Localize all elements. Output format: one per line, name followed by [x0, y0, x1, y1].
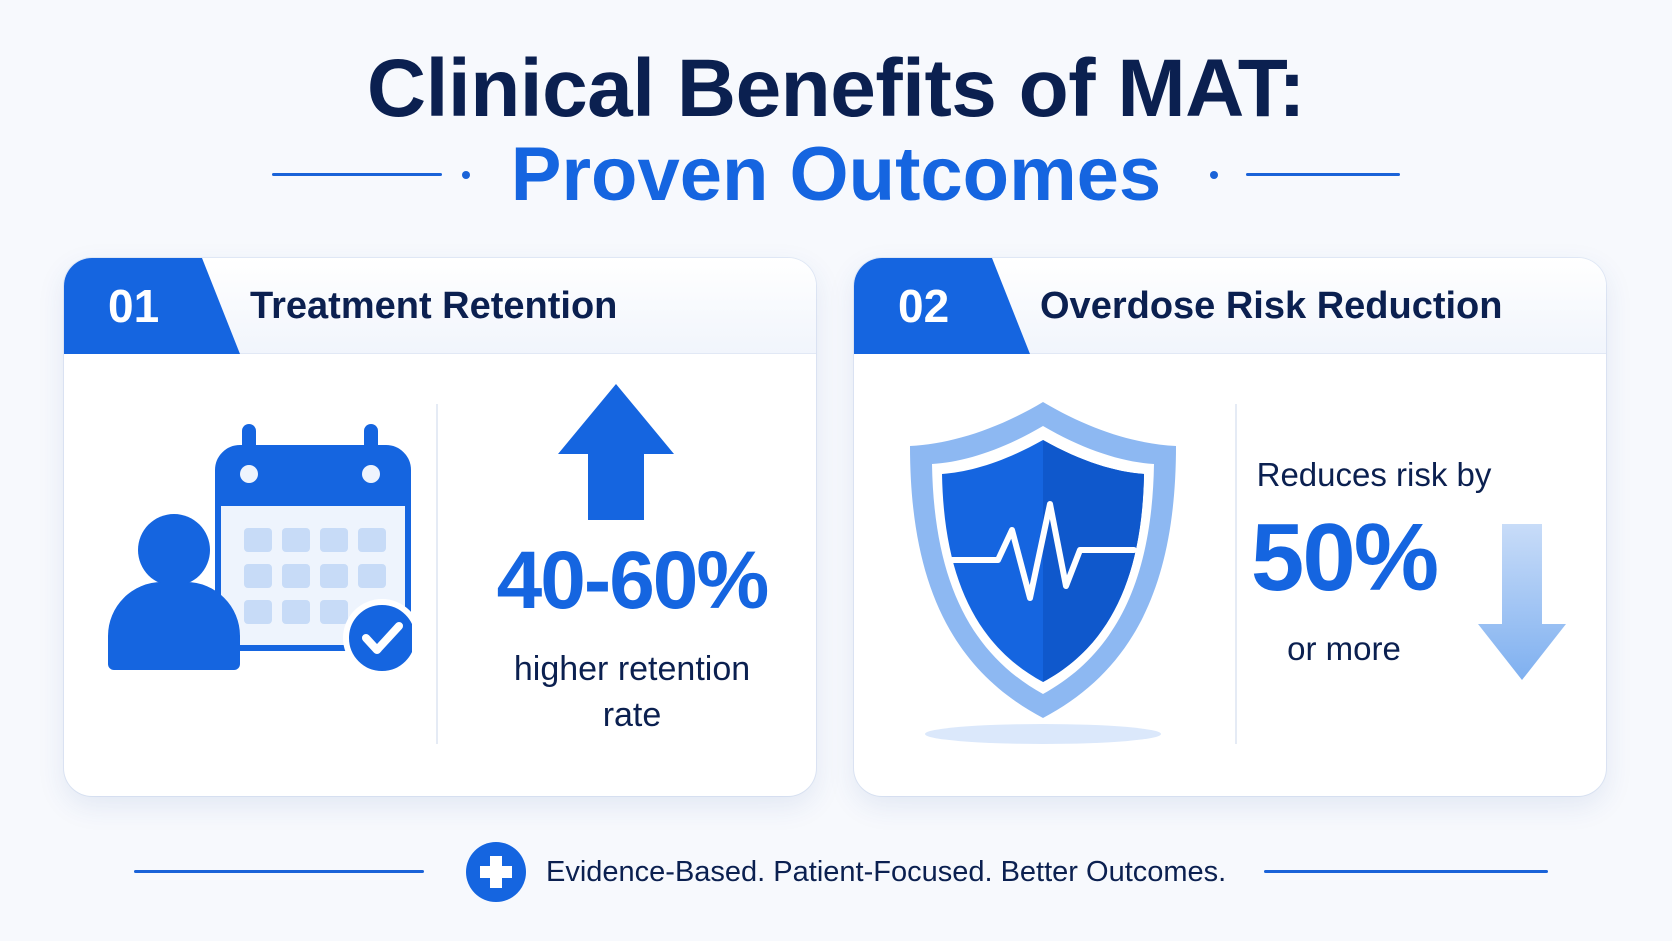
card-title: Overdose Risk Reduction: [1040, 285, 1503, 327]
card-treatment-retention: 01 Treatment Retention: [64, 258, 816, 796]
page-subtitle: Proven Outcomes: [510, 132, 1162, 217]
card-number-badge: 02: [854, 258, 1030, 354]
footer-tagline: Evidence-Based. Patient-Focused. Better …: [546, 856, 1227, 888]
card-overdose-risk-reduction: 02 Overdose Risk Reduction Reduces risk …: [854, 258, 1606, 796]
cross-glyph: [480, 856, 512, 888]
stat-value: 50%: [1250, 504, 1439, 611]
card-divider: [436, 404, 438, 744]
footer-line-left: [134, 870, 424, 873]
shield-heartbeat-icon: [910, 402, 1176, 744]
card-title: Treatment Retention: [250, 285, 618, 327]
calendar-person-check-icon: [108, 424, 412, 677]
stat-lead: Reduces risk by: [1256, 456, 1492, 493]
card-header: 02 Overdose Risk Reduction: [854, 258, 1606, 354]
stat-tail: or more: [1287, 630, 1401, 667]
footer-line-right: [1264, 870, 1548, 873]
stat-caption-line: rate: [602, 696, 662, 734]
stat-value: 40-60%: [496, 535, 770, 626]
page-title: Clinical Benefits of MAT:: [366, 43, 1306, 134]
stat-caption-line: higher retention: [513, 650, 751, 688]
card-number-badge: 01: [64, 258, 240, 354]
title-decor-line-right: [1246, 173, 1400, 176]
title-decor-dot-left: [462, 171, 470, 179]
stat-caption: higher retention rate: [464, 646, 800, 738]
arrow-down-icon: [1478, 524, 1566, 680]
arrow-up-icon: [558, 384, 674, 520]
title-decor-dot-right: [1210, 171, 1218, 179]
medical-cross-icon: [466, 842, 526, 902]
card-header: 01 Treatment Retention: [64, 258, 816, 354]
card-divider: [1235, 404, 1237, 744]
subtitle-row: Proven Outcomes: [0, 132, 1672, 218]
title-decor-line-left: [272, 173, 442, 176]
